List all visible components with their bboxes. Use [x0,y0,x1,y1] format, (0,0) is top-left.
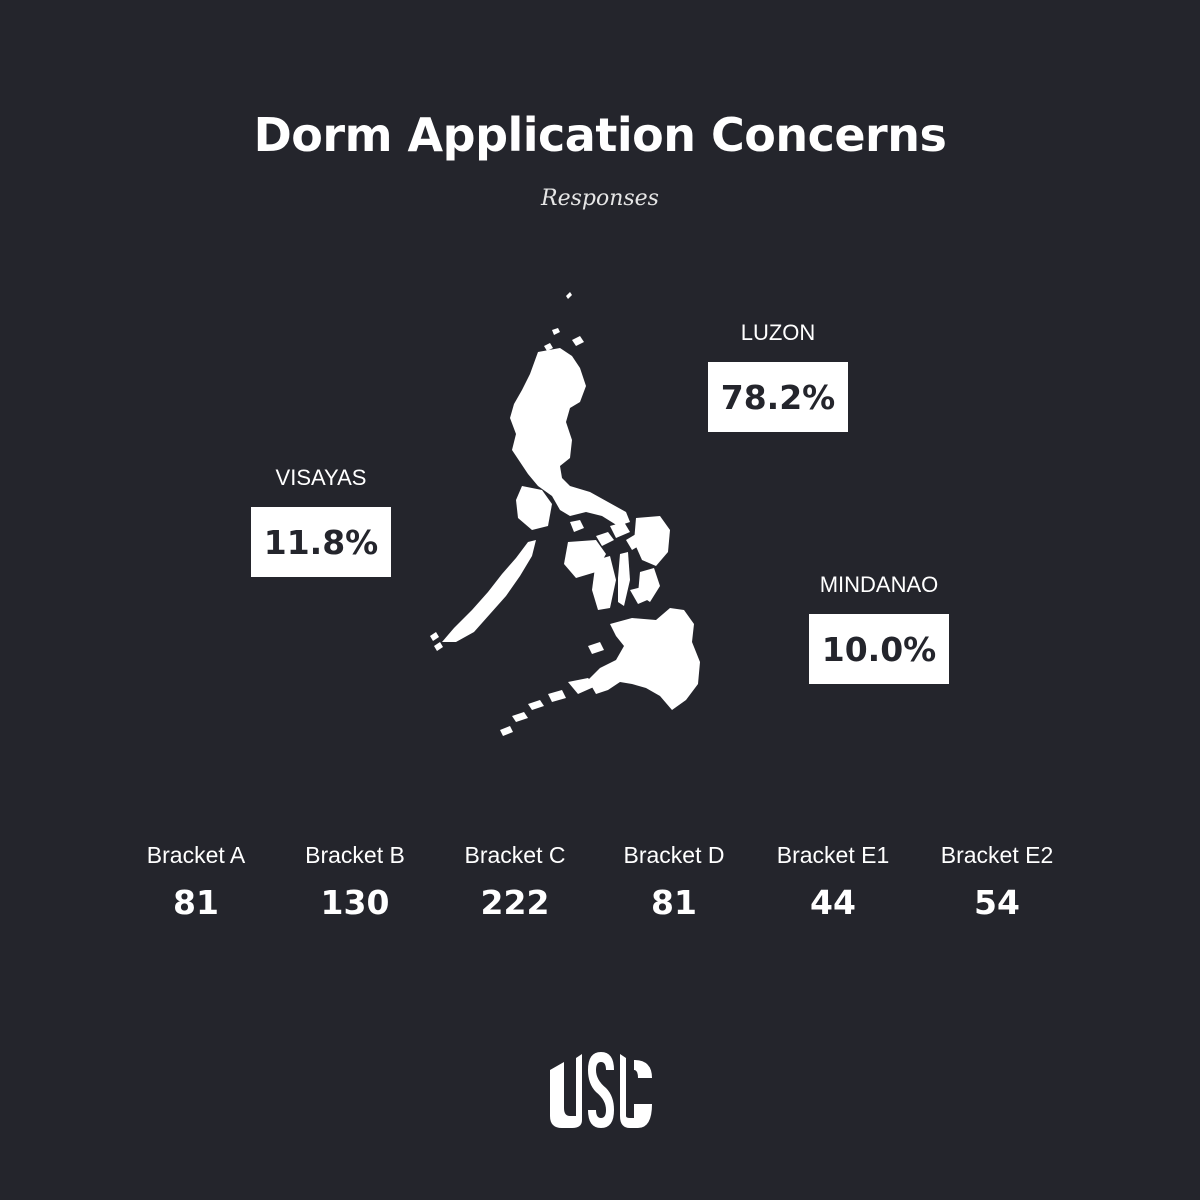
palawan-shape [442,540,536,642]
bracket-label: Bracket D [623,842,725,868]
bracket-value: 81 [651,883,697,922]
region-label-visayas: VISAYAS [275,465,367,490]
bracket-label: Bracket C [464,842,566,868]
cebu-shape [618,552,630,606]
region-value-visayas: 11.8% [251,507,391,577]
usc-logo [550,1052,652,1128]
luzon-island-shape [510,348,630,526]
bracket-value: 54 [974,883,1020,922]
bracket-value: 44 [810,883,856,922]
bracket-c: Bracket C 222 [435,842,595,922]
bracket-label: Bracket A [146,842,246,868]
bracket-b: Bracket B 130 [275,842,435,922]
philippines-map [430,292,700,736]
bracket-e2: Bracket E2 54 [917,842,1077,922]
bracket-e1: Bracket E1 44 [753,842,913,922]
bracket-label: Bracket B [305,842,405,868]
mindoro-shape [516,486,552,530]
page-title: Dorm Application Concerns [253,108,947,162]
bracket-value: 130 [320,883,390,922]
bracket-value: 222 [480,883,550,922]
region-value-mindanao: 10.0% [809,614,949,684]
bracket-label: Bracket E2 [940,842,1054,868]
bracket-value: 81 [173,883,219,922]
page-subtitle: Responses [541,186,659,211]
region-label-mindanao: MINDANAO [819,572,939,597]
mindanao-shape [588,608,700,710]
samar-shape [634,516,670,566]
bracket-label: Bracket E1 [776,842,890,868]
region-label-luzon: LUZON [740,320,816,345]
bracket-d: Bracket D 81 [594,842,754,922]
negros-shape [592,556,616,610]
bracket-a: Bracket A 81 [116,842,276,922]
region-value-luzon: 78.2% [708,362,848,432]
